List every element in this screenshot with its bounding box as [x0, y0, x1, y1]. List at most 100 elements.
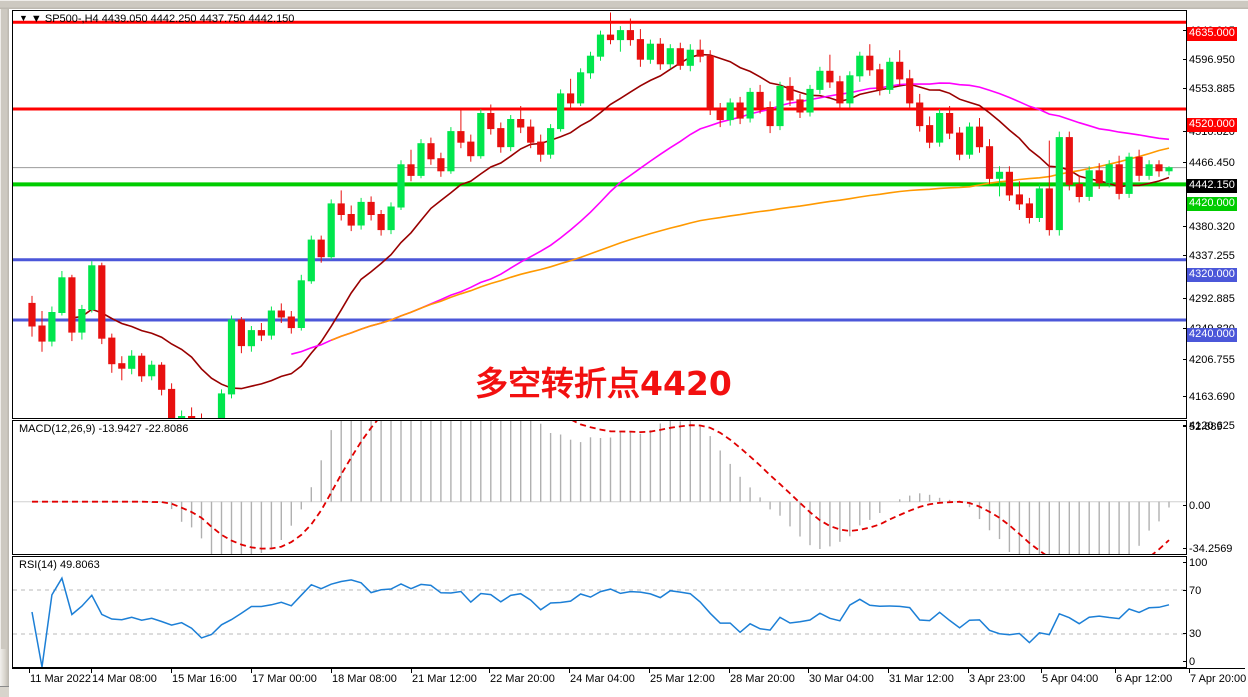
candlestick: [487, 104, 495, 135]
price-plot[interactable]: [13, 11, 1186, 418]
support-4320[interactable]: 4320.000: [1187, 268, 1237, 282]
price-tick-label: 4380.320: [1189, 221, 1235, 233]
time-axis[interactable]: 11 Mar 2022 14 Mar 08:00 15 Mar 16:00 17 Ma…: [12, 668, 1246, 695]
candle-body: [995, 171, 1004, 179]
candlestick: [128, 350, 136, 375]
price-panel-header-text: ▼ SP500-,H4 4439.050 4442.250 4437.750 4…: [30, 13, 295, 25]
candle-body: [337, 203, 345, 215]
price-panel-header: ▼ ▼ SP500-,H4 4439.050 4442.250 4437.750 …: [19, 13, 294, 25]
resistance-4635[interactable]: 4635.000: [1187, 27, 1237, 41]
candle-body: [1095, 170, 1103, 184]
candle-body: [946, 113, 954, 134]
candlestick: [1005, 166, 1013, 201]
time-axis-label: 18 Mar 08:00: [331, 669, 397, 685]
time-axis-label-text: 25 Mar 12:00: [650, 673, 715, 685]
time-axis-label: 21 Mar 12:00: [411, 669, 477, 685]
candle-body: [906, 78, 914, 104]
candlestick: [586, 51, 595, 79]
candlestick: [377, 210, 385, 236]
candle-body: [277, 310, 285, 318]
candle-body: [1145, 164, 1153, 176]
price-panel[interactable]: ▼ ▼ SP500-,H4 4439.050 4442.250 4437.750 …: [12, 10, 1187, 419]
candle-body: [1075, 183, 1083, 197]
candlestick: [457, 110, 465, 149]
time-axis-label: 15 Mar 16:00: [171, 669, 237, 685]
candle-body: [307, 239, 315, 282]
time-axis-label-text: 6 Apr 12:00: [1116, 673, 1173, 685]
candle-body: [457, 131, 465, 143]
candle-body: [257, 330, 266, 336]
candle-body: [1065, 137, 1073, 185]
candle-body: [557, 93, 565, 130]
candlestick: [517, 106, 525, 134]
candlestick: [646, 39, 654, 64]
candle-body: [816, 70, 824, 90]
time-axis-label-text: 28 Mar 20:00: [730, 673, 795, 685]
candle-body: [836, 81, 844, 104]
candle-body: [1135, 156, 1143, 176]
rsi-panel[interactable]: RSI(14) 49.8063: [12, 556, 1187, 668]
macd-tick-label: -34.2569: [1189, 543, 1233, 555]
candle-body: [188, 416, 196, 418]
candlestick: [58, 271, 66, 316]
macd-plot[interactable]: [13, 421, 1186, 554]
candlestick: [507, 115, 515, 152]
vertical-scrollbar-button[interactable]: [0, 686, 9, 697]
support-4240[interactable]: 4240.000: [1187, 328, 1237, 342]
rsi-tick-label: 30: [1189, 628, 1202, 640]
candle-body: [826, 70, 834, 83]
time-axis-label: 5 Apr 04:00: [1041, 669, 1098, 685]
candlestick: [1085, 166, 1093, 201]
candlestick: [676, 42, 684, 70]
time-axis-label-text: 17 Mar 00:00: [252, 673, 317, 685]
candle-body: [646, 43, 654, 60]
candlestick: [277, 303, 285, 323]
candle-body: [1115, 164, 1123, 194]
price-tick-label: 4120.625: [1189, 420, 1235, 432]
time-axis-label-text: 15 Mar 16:00: [172, 673, 237, 685]
candlestick: [836, 75, 844, 109]
candlestick: [297, 274, 305, 331]
candle-body: [886, 61, 894, 90]
candlestick: [985, 139, 994, 185]
collapse-triangle-icon[interactable]: ▼: [19, 13, 28, 23]
candle-body: [567, 93, 575, 104]
macd-panel[interactable]: MACD(12,26,9) -13.9427 -22.8086: [12, 420, 1187, 555]
candlestick: [995, 166, 1004, 197]
candle-body: [596, 34, 605, 57]
candle-body: [347, 214, 355, 226]
price-axis[interactable]: 4640.0154596.9504553.8854510.8204466.450…: [1183, 10, 1245, 668]
candlestick: [437, 152, 445, 177]
vertical-scrollbar-thumb[interactable]: [1, 9, 7, 649]
rsi-plot[interactable]: [13, 557, 1186, 667]
candle-body: [1005, 171, 1013, 196]
time-axis-label: 28 Mar 20:00: [729, 669, 795, 685]
last-price-4442[interactable]: 4442.150: [1187, 179, 1237, 193]
candle-body: [487, 113, 495, 130]
time-axis-label: 24 Mar 04:00: [569, 669, 635, 685]
candlestick: [876, 63, 884, 96]
candlestick: [786, 77, 794, 106]
candlestick: [856, 51, 864, 82]
candlestick: [201, 413, 202, 418]
rsi-panel-header: RSI(14) 49.8063: [19, 559, 100, 571]
pivot-4420[interactable]: 4420.000: [1187, 197, 1237, 211]
chart-annotation-text: 多空转折点4420: [475, 364, 732, 403]
candlestick: [1025, 197, 1033, 224]
candle-body: [88, 265, 96, 311]
candle-body: [916, 102, 924, 127]
resistance-4520[interactable]: 4520.000: [1187, 118, 1237, 132]
candlestick: [956, 127, 964, 161]
horizontal-scrollbar-thumb[interactable]: [0, 1, 1248, 7]
price-tick-label: 4510.820: [1189, 126, 1235, 138]
candlestick: [816, 66, 824, 94]
candlestick: [965, 122, 974, 159]
candlestick: [417, 139, 425, 179]
candlestick: [1115, 155, 1123, 200]
candle-body: [866, 55, 874, 71]
candle-body: [507, 119, 515, 148]
candle-body: [38, 325, 46, 342]
candlestick: [926, 116, 934, 149]
candlestick: [806, 84, 814, 117]
candle-body: [297, 280, 305, 328]
